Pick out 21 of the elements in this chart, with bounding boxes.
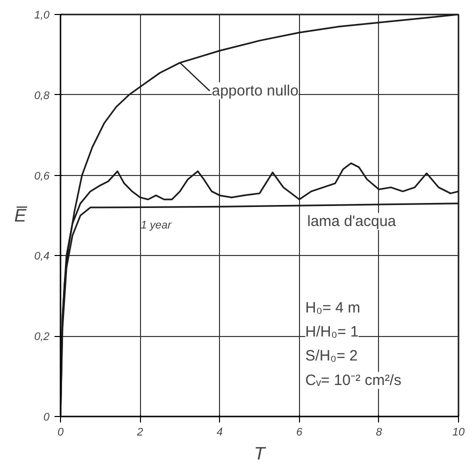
annotation: H₀= 4 m: [305, 299, 360, 316]
y-tick-label: 0,8: [34, 90, 50, 102]
y-tick-label: 0,4: [34, 250, 50, 263]
y-tick-label: 0,6: [34, 170, 50, 182]
series-label: lama d'acqua: [307, 213, 397, 230]
x-tick-label: 4: [216, 426, 223, 438]
y-tick-label: 1,0: [34, 10, 50, 22]
y-tick-label: 0: [43, 412, 50, 424]
annotation: S/H₀= 2: [305, 348, 358, 365]
annotation: H/H₀= 1: [305, 324, 359, 341]
series-label: apporto nullo: [212, 82, 298, 100]
x-tick-label: 0: [57, 426, 64, 438]
x-tick-label: 10: [452, 426, 466, 438]
y-tick-label: 0,2: [34, 331, 50, 344]
x-tick-label: 2: [136, 426, 144, 438]
x-tick-label: 6: [296, 426, 304, 438]
annotation: Cᵥ= 10⁻² cm²/s: [305, 372, 402, 389]
x-tick-label: 8: [376, 426, 383, 438]
y-axis-title: E̅: [14, 206, 28, 226]
x-axis-title: T: [254, 444, 267, 464]
annotation: 1 year: [140, 220, 173, 232]
